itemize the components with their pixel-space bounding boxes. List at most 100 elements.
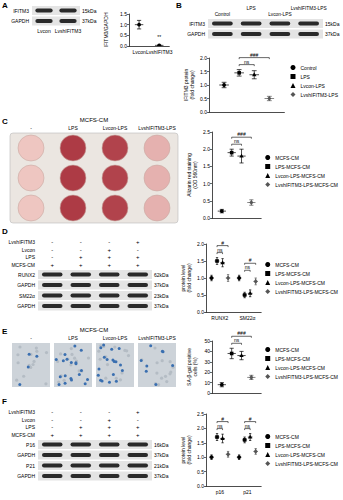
svg-text:E: E (2, 327, 8, 336)
svg-text:-: - (51, 424, 53, 430)
svg-text:62kDa: 62kDa (154, 272, 169, 278)
svg-text:C: C (2, 117, 8, 126)
svg-text:GAPDH: GAPDH (17, 452, 35, 458)
svg-text:Lvcon: Lvcon (22, 417, 36, 423)
svg-text:+: + (136, 432, 140, 438)
svg-text:+: + (107, 247, 111, 253)
svg-text:ns: ns (245, 264, 251, 270)
svg-text:Lvcon: Lvcon (22, 247, 36, 253)
svg-text:A: A (2, 1, 8, 10)
svg-text:LvshIFITM3-LPS: LvshIFITM3-LPS (138, 335, 176, 341)
svg-text:###: ### (237, 131, 246, 137)
svg-text:-: - (51, 239, 53, 245)
svg-text:B: B (176, 1, 182, 10)
svg-text:F: F (2, 397, 7, 406)
svg-text:#: # (221, 416, 224, 422)
svg-text:LPS: LPS (68, 335, 78, 341)
svg-text:1.5: 1.5 (197, 258, 204, 264)
svg-text:1.0: 1.0 (203, 181, 210, 187)
svg-text:-: - (51, 247, 53, 253)
svg-text:MCFS-CM: MCFS-CM (11, 262, 35, 268)
svg-text:37kDa: 37kDa (154, 473, 169, 479)
svg-text:(OD 560nm): (OD 560nm) (192, 161, 198, 189)
svg-text:0.5: 0.5 (120, 32, 127, 38)
svg-text:-: - (51, 409, 53, 415)
svg-text:-: - (30, 125, 32, 131)
svg-text:10: 10 (204, 380, 210, 386)
svg-text:LvshIFITM3-LPS-MCFS-CM: LvshIFITM3-LPS-MCFS-CM (275, 461, 338, 467)
svg-text:ns: ns (244, 59, 250, 65)
svg-text:GAPDH: GAPDH (17, 303, 35, 309)
svg-text:LPS: LPS (68, 125, 78, 131)
svg-text:LvshIFITM3: LvshIFITM3 (146, 49, 173, 55)
svg-text:p16: p16 (216, 489, 225, 495)
svg-text:2.5: 2.5 (197, 411, 204, 417)
svg-text:Lvcon-LPS: Lvcon-LPS (103, 335, 128, 341)
svg-text:MCFS-CM: MCFS-CM (275, 347, 299, 353)
svg-text:+: + (79, 262, 83, 268)
svg-text:Lvcon-LPS-MCFS-CM: Lvcon-LPS-MCFS-CM (275, 452, 325, 458)
svg-text:MCFS-CM: MCFS-CM (275, 155, 299, 161)
svg-text:P21: P21 (26, 463, 35, 469)
svg-text:ns: ns (217, 247, 223, 253)
svg-text:#: # (249, 257, 252, 263)
svg-text:23kDa: 23kDa (154, 293, 169, 299)
svg-text:+: + (107, 262, 111, 268)
svg-text:2.0: 2.0 (200, 55, 207, 61)
svg-text:1.0: 1.0 (120, 22, 127, 28)
svg-text:LvshIFITM3-LPS: LvshIFITM3-LPS (291, 6, 327, 11)
svg-text:MCFS-CM: MCFS-CM (80, 117, 108, 123)
svg-text:+: + (79, 424, 83, 430)
svg-text:LPS: LPS (300, 74, 310, 80)
svg-text:(fold change): (fold change) (186, 263, 192, 293)
svg-text:IFITM3/GAPDH: IFITM3/GAPDH (103, 12, 109, 47)
svg-text:LvshIFITM3: LvshIFITM3 (55, 28, 82, 34)
svg-text:37kDa: 37kDa (82, 18, 97, 24)
svg-text:ns: ns (234, 138, 240, 144)
svg-text:1.5: 1.5 (200, 69, 207, 75)
svg-text:MCFS-CM: MCFS-CM (275, 434, 299, 440)
svg-text:P16: P16 (26, 442, 35, 448)
svg-text:GAPDH: GAPDH (17, 282, 35, 288)
svg-text:LPS: LPS (26, 424, 36, 430)
svg-text:16kDa: 16kDa (154, 442, 169, 448)
svg-text:-: - (108, 239, 110, 245)
svg-text:1.5: 1.5 (203, 163, 210, 169)
svg-text:1.5: 1.5 (120, 11, 127, 17)
svg-text:-: - (51, 254, 53, 260)
svg-text:Lvcon-LPS: Lvcon-LPS (268, 12, 291, 17)
svg-text:-: - (80, 417, 82, 423)
svg-text:1.5: 1.5 (197, 440, 204, 446)
svg-text:+: + (136, 409, 140, 415)
svg-text:#: # (249, 416, 252, 422)
svg-text:LvshIFITM3: LvshIFITM3 (9, 409, 36, 415)
svg-text:Lvcon-LPS-MCFS-CM: Lvcon-LPS-MCFS-CM (275, 280, 325, 286)
svg-text:21kDa: 21kDa (154, 463, 169, 469)
svg-text:LvshIFITM3-LPS-MCFS-CM: LvshIFITM3-LPS-MCFS-CM (275, 182, 338, 188)
svg-text:LPS-MCFS-CM: LPS-MCFS-CM (275, 164, 310, 170)
svg-text:+: + (79, 254, 83, 260)
svg-text:0.5: 0.5 (197, 469, 204, 475)
svg-text:+: + (136, 424, 140, 430)
svg-text:LvshIFITM3-LPS: LvshIFITM3-LPS (138, 125, 176, 131)
svg-text:+: + (107, 432, 111, 438)
svg-text:(fold change): (fold change) (189, 70, 195, 100)
svg-text:MCFS-CM: MCFS-CM (80, 327, 108, 333)
svg-text:1.0: 1.0 (200, 82, 207, 88)
svg-text:IFITM3: IFITM3 (13, 8, 29, 14)
svg-text:+: + (79, 432, 83, 438)
svg-text:D: D (2, 227, 8, 236)
svg-text:cells (%): cells (%) (192, 357, 198, 377)
svg-text:Lvcon-LPS-MCFS-CM: Lvcon-LPS-MCFS-CM (275, 365, 325, 371)
svg-text:GAPDH: GAPDH (17, 473, 35, 479)
svg-text:2.0: 2.0 (197, 241, 204, 247)
svg-text:-: - (80, 409, 82, 415)
svg-text:**: ** (157, 34, 161, 40)
svg-text:LvshIFITM3-LPS-MCFS-CM: LvshIFITM3-LPS-MCFS-CM (275, 289, 338, 295)
svg-text:20: 20 (204, 369, 210, 375)
svg-text:Lvcon: Lvcon (132, 49, 146, 55)
svg-text:SM22α: SM22α (239, 315, 255, 321)
svg-text:2.0: 2.0 (197, 425, 204, 431)
svg-text:Lvcon-LPS: Lvcon-LPS (103, 125, 128, 131)
svg-text:LPS-MCFS-CM: LPS-MCFS-CM (275, 443, 310, 449)
